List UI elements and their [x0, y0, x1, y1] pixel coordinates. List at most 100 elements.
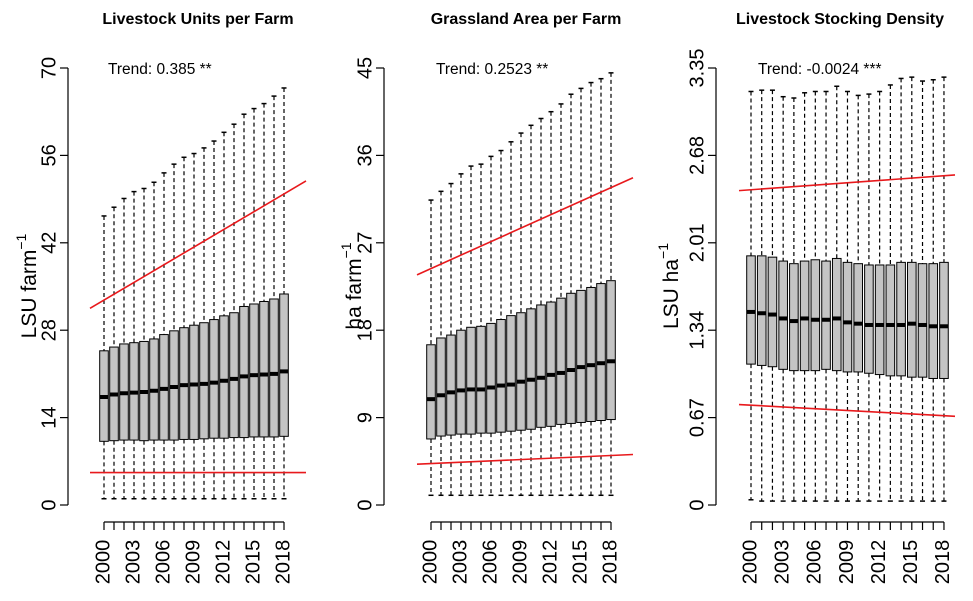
box-iqr — [466, 326, 476, 435]
box-iqr — [546, 301, 556, 427]
box-iqr — [939, 261, 949, 379]
trend-annotation: Trend: -0.0024 *** — [758, 61, 882, 78]
box-iqr — [606, 280, 616, 421]
box-iqr — [426, 344, 436, 440]
x-tick-label: 2018 — [272, 540, 294, 585]
y-tick-label: 0.67 — [686, 398, 708, 437]
y-tick-label: 3.35 — [686, 49, 708, 88]
x-tick-label: 2003 — [449, 540, 471, 585]
box-iqr — [229, 312, 239, 439]
box-iqr — [767, 256, 778, 368]
box-iqr — [896, 261, 906, 377]
box-iqr — [189, 324, 199, 440]
box-iqr — [917, 263, 928, 378]
box-iqr — [756, 255, 767, 366]
box-iqr — [789, 263, 799, 372]
box-iqr — [874, 264, 885, 376]
y-tick-label: 0 — [354, 499, 376, 510]
x-tick-label: 2018 — [932, 540, 954, 585]
y-tick-label: 56 — [38, 144, 60, 166]
trend-label: Trend: — [758, 61, 807, 78]
x-tick-label: 2000 — [739, 540, 761, 585]
x-tick-label: 2006 — [479, 540, 501, 585]
box-iqr — [199, 322, 209, 440]
box-iqr — [907, 261, 917, 378]
y-axis-label-exponent: −1 — [338, 242, 354, 258]
x-tick-label: 2015 — [569, 540, 591, 585]
box-iqr — [239, 305, 249, 439]
y-axis-label: ha farm−1 — [338, 242, 366, 329]
trend-label: Trend: — [108, 61, 157, 78]
box-iqr — [596, 283, 606, 422]
box-iqr — [446, 334, 456, 436]
box-iqr — [526, 308, 536, 430]
y-tick-label: 70 — [38, 57, 60, 79]
box-iqr — [486, 322, 496, 434]
trend-annotation: Trend: 0.2523 ** — [436, 61, 548, 78]
trend-value: -0.0024 *** — [807, 61, 882, 78]
x-tick-label: 2009 — [182, 540, 204, 585]
chart-title: Livestock Units per Farm — [102, 11, 293, 28]
y-tick-label: 27 — [354, 232, 376, 254]
box-iqr — [831, 257, 842, 372]
box-iqr — [928, 263, 939, 379]
trend-line-upper — [89, 180, 307, 310]
box-iqr — [853, 263, 864, 373]
y-tick-label: 9 — [354, 412, 376, 423]
box-iqr — [456, 329, 466, 435]
y-tick-label: 2.68 — [686, 136, 708, 175]
box-iqr — [209, 319, 219, 439]
box-iqr — [810, 259, 821, 372]
trend-label: Trend: — [436, 61, 485, 78]
trend-value: 0.2523 ** — [485, 61, 549, 78]
y-tick-label: 36 — [354, 144, 376, 166]
box-iqr — [279, 293, 289, 437]
y-tick-label: 18 — [354, 319, 376, 341]
trend-line-lower — [416, 453, 634, 466]
y-axis-label: LSU ha−1 — [655, 243, 683, 329]
box-iqr — [269, 298, 279, 438]
chart-title: Livestock Stocking Density — [736, 11, 944, 28]
trend-value: 0.385 ** — [157, 61, 212, 78]
box-iqr — [778, 260, 788, 370]
y-tick-label: 0 — [686, 499, 708, 510]
x-tick-label: 2000 — [92, 540, 114, 585]
x-tick-label: 2009 — [836, 540, 858, 585]
y-tick-label: 28 — [38, 319, 60, 341]
trend-line-upper — [416, 177, 634, 276]
box-iqr — [259, 300, 269, 438]
y-tick-label: 1.34 — [686, 311, 708, 350]
y-axis-label-text: LSU farm — [18, 250, 41, 339]
box-iqr — [586, 286, 596, 422]
y-tick-label: 0 — [38, 499, 60, 510]
y-axis-label-exponent: −1 — [13, 233, 29, 249]
y-axis-label-text: LSU ha — [660, 259, 683, 329]
y-axis-label: LSU farm−1 — [13, 233, 41, 338]
y-tick-label: 42 — [38, 232, 60, 254]
x-tick-label: 2003 — [122, 540, 144, 585]
box-iqr — [885, 264, 896, 377]
x-tick-label: 2006 — [804, 540, 826, 585]
x-tick-label: 2009 — [509, 540, 531, 585]
y-axis-label-exponent: −1 — [655, 243, 671, 259]
x-tick-label: 2015 — [242, 540, 264, 585]
panel-3: Livestock Stocking Density Trend: -0.0024… — [655, 11, 956, 585]
box-iqr — [516, 312, 526, 431]
trend-annotation: Trend: 0.385 ** — [108, 61, 212, 78]
box-iqr — [576, 289, 586, 423]
box-iqr — [476, 325, 486, 434]
box-iqr — [536, 304, 546, 428]
x-tick-label: 2003 — [771, 540, 793, 585]
box-iqr — [799, 260, 810, 372]
trend-line-upper — [738, 174, 956, 192]
box-iqr — [566, 292, 576, 424]
x-tick-label: 2018 — [599, 540, 621, 585]
box-iqr — [436, 337, 446, 437]
y-tick-label: 45 — [354, 57, 376, 79]
box-iqr — [864, 264, 874, 374]
x-tick-label: 2000 — [419, 540, 441, 585]
x-tick-label: 2012 — [868, 540, 890, 585]
x-tick-label: 2006 — [152, 540, 174, 585]
